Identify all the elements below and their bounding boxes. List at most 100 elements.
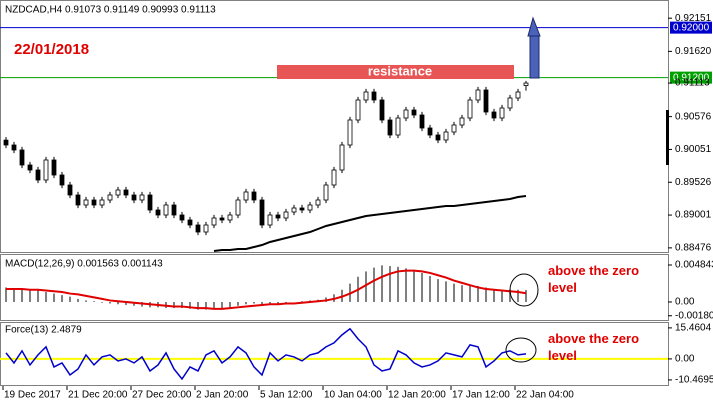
histogram-bar — [261, 301, 263, 305]
candle-body — [235, 199, 241, 216]
histogram-bar — [213, 301, 215, 309]
y-tick-label: 0.88476 — [675, 243, 712, 254]
histogram-bar — [269, 301, 271, 304]
candle-body — [139, 194, 145, 201]
histogram-bar — [173, 301, 175, 309]
y-tick-label: 0.89001 — [675, 210, 712, 221]
candle-body — [299, 207, 305, 211]
histogram-bar — [381, 265, 383, 302]
force-note: above the zero level — [548, 331, 640, 363]
level-tag-label: 0.92000 — [673, 22, 710, 33]
histogram-bar — [77, 298, 79, 302]
force-line — [5, 327, 527, 381]
histogram-bar — [229, 301, 231, 308]
histogram-bar — [493, 288, 495, 302]
histogram-bar — [517, 289, 519, 302]
candle-body — [83, 199, 89, 206]
y-tick-label: 15.4604 — [675, 323, 712, 334]
price-panel — [0, 0, 669, 253]
candle-body — [91, 199, 97, 206]
histogram-bar — [461, 285, 463, 302]
y-tick-label: 0.90051 — [675, 144, 712, 155]
candle-body — [211, 217, 217, 226]
histogram-bar — [221, 301, 223, 309]
y-tick-label: 0.91113 — [675, 78, 710, 89]
histogram-bar — [29, 289, 31, 302]
candle-body — [275, 214, 281, 219]
histogram-bar — [437, 279, 439, 302]
histogram-bar — [189, 301, 191, 309]
highlight-circle — [509, 273, 539, 307]
candle-body — [355, 99, 361, 121]
signal-line — [6, 269, 527, 310]
histogram-bar — [205, 301, 207, 310]
y-tick-label: -10.4695 — [675, 375, 713, 386]
price-title: NZDCAD,H4 0.91073 0.91149 0.90993 0.9111… — [5, 5, 216, 16]
candle-body — [435, 134, 441, 141]
histogram-bar — [477, 285, 479, 302]
candle-body — [411, 109, 417, 116]
y-tick-label: 0.90576 — [675, 111, 712, 122]
x-tick-label: 5 Jan 12:00 — [260, 390, 313, 401]
macd-panel — [0, 254, 669, 321]
histogram-bar — [21, 288, 23, 302]
candle-body — [403, 109, 409, 119]
y-tick-label: 0.91620 — [675, 46, 712, 57]
candle-body — [267, 214, 273, 226]
x-tick-label: 2 Jan 20:00 — [196, 390, 249, 401]
histogram-bar — [117, 301, 119, 305]
candle-body — [67, 184, 73, 196]
candle-body — [443, 131, 449, 141]
histogram-bar — [13, 288, 15, 302]
arrow-shaft — [529, 35, 540, 79]
candle-body — [379, 99, 385, 121]
histogram-bar — [277, 301, 279, 304]
date-label: 22/01/2018 — [14, 41, 89, 58]
candle-body — [19, 149, 25, 166]
histogram-bar — [245, 301, 247, 305]
candle-body — [515, 91, 521, 99]
x-tick-label: 17 Jan 12:00 — [452, 390, 510, 401]
histogram-bar — [133, 301, 135, 306]
force-panel — [0, 322, 669, 386]
histogram-bar — [485, 287, 487, 302]
histogram-bar — [285, 301, 287, 303]
histogram-bar — [469, 285, 471, 302]
candle-body — [451, 124, 457, 133]
macd-title: MACD(12,26,9) 0.001563 0.001143 — [5, 259, 163, 270]
histogram-bar — [101, 301, 103, 303]
scroll-marker — [666, 110, 669, 165]
histogram-bar — [509, 289, 511, 302]
histogram-bar — [181, 301, 183, 309]
x-tick-label: 19 Dec 2017 — [4, 390, 61, 401]
histogram-bar — [69, 296, 71, 302]
candle-body — [315, 199, 321, 206]
candle-body — [115, 189, 121, 196]
candle-body — [3, 139, 9, 146]
x-tick-label: 10 Jan 04:00 — [324, 390, 382, 401]
candle-body — [259, 199, 265, 226]
moving-average — [5, 105, 527, 215]
histogram-bar — [365, 271, 367, 302]
candle-body — [507, 97, 513, 109]
histogram-bar — [197, 301, 199, 310]
x-tick-label: 21 Dec 20:00 — [68, 390, 128, 401]
level-tag — [670, 71, 712, 84]
candle-body — [251, 191, 257, 201]
candle-body — [419, 114, 425, 129]
candle-body — [347, 119, 353, 146]
candle-body — [475, 89, 481, 101]
candle-body — [499, 107, 505, 119]
histogram-bar — [93, 301, 95, 302]
histogram-bar — [109, 301, 111, 304]
candle-body — [123, 189, 129, 196]
level-tag-label: 0.91200 — [673, 72, 710, 83]
candle-body — [323, 184, 329, 201]
candle-body — [363, 91, 369, 101]
histogram-bar — [125, 301, 127, 306]
histogram-bar — [373, 267, 375, 302]
histogram-bar — [501, 289, 503, 302]
candle-body — [331, 169, 337, 186]
